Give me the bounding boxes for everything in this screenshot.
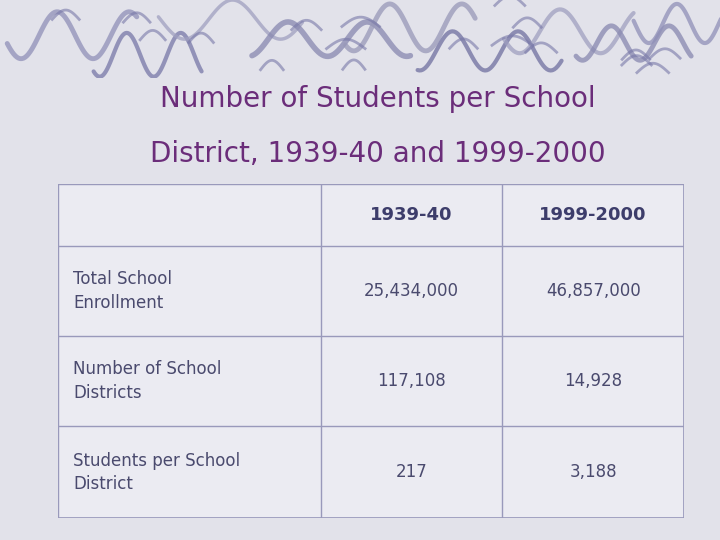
FancyBboxPatch shape (58, 184, 684, 518)
Text: District, 1939-40 and 1999-2000: District, 1939-40 and 1999-2000 (150, 140, 606, 168)
Text: 1999-2000: 1999-2000 (539, 206, 647, 224)
Text: Students per School
District: Students per School District (73, 451, 240, 493)
Text: Number of Students per School: Number of Students per School (160, 85, 596, 113)
Text: 3,188: 3,188 (570, 463, 617, 481)
Text: 14,928: 14,928 (564, 372, 622, 390)
Text: Total School
Enrollment: Total School Enrollment (73, 270, 172, 312)
Text: Number of School
Districts: Number of School Districts (73, 360, 222, 402)
Text: 117,108: 117,108 (377, 372, 446, 390)
Text: 46,857,000: 46,857,000 (546, 282, 641, 300)
Text: 25,434,000: 25,434,000 (364, 282, 459, 300)
Text: 1939-40: 1939-40 (370, 206, 453, 224)
Text: 217: 217 (396, 463, 428, 481)
